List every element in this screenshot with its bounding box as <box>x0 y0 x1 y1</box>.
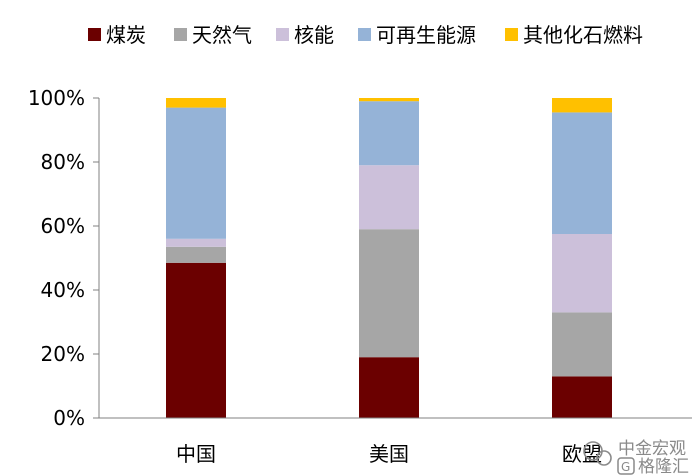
y-tick-label: 0% <box>53 406 85 430</box>
bar-segment <box>552 376 612 418</box>
legend-swatch <box>276 28 289 41</box>
bar-segment <box>166 107 226 239</box>
legend-item: 其他化石燃料 <box>505 23 643 47</box>
y-axis: 0% 20% 40% 60% 80% 100% <box>28 86 100 430</box>
bar-segment <box>552 312 612 377</box>
y-tick-label: 80% <box>41 150 85 174</box>
bar-segment <box>359 229 419 358</box>
legend-label: 核能 <box>294 23 334 47</box>
watermark-line1: 中金宏观 <box>618 439 686 459</box>
legend-swatch <box>358 28 371 41</box>
bar-segment <box>166 98 226 108</box>
bar-segment <box>166 238 226 247</box>
y-tick-label: 40% <box>41 278 85 302</box>
legend-label: 煤炭 <box>106 23 146 47</box>
bar-segment <box>552 98 612 113</box>
legend-label: 可再生能源 <box>376 23 476 47</box>
bar-segment <box>166 262 226 418</box>
y-tick-label: 100% <box>28 86 85 110</box>
wechat-icon <box>583 441 612 466</box>
bar-segment <box>359 357 419 418</box>
bars <box>166 98 612 418</box>
legend-swatch <box>505 28 518 41</box>
y-tick-label: 20% <box>41 342 85 366</box>
x-tick-label: 欧盟 <box>562 442 602 466</box>
legend-label: 其他化石燃料 <box>523 23 643 47</box>
bar-segment <box>359 165 419 230</box>
x-tick-label: 中国 <box>176 442 216 466</box>
bar-segment <box>359 101 419 166</box>
legend-swatch <box>88 28 101 41</box>
svg-text:G: G <box>621 460 630 474</box>
watermark-line2: 格隆汇 <box>638 457 689 476</box>
bar-segment <box>552 112 612 234</box>
legend-item: 可再生能源 <box>358 23 476 47</box>
bar-segment <box>552 234 612 313</box>
bar-segment <box>359 98 419 102</box>
legend-item: 煤炭 <box>88 23 146 47</box>
bar-segment <box>166 246 226 263</box>
watermark: 中金宏观 G 格隆汇 <box>583 439 689 476</box>
legend-swatch <box>174 28 187 41</box>
legend: 煤炭 天然气 核能 可再生能源 其他化石燃料 <box>88 23 643 47</box>
logo-icon: G <box>617 457 635 475</box>
legend-label: 天然气 <box>192 23 252 47</box>
x-tick-label: 美国 <box>369 442 409 466</box>
legend-item: 天然气 <box>174 23 252 47</box>
legend-item: 核能 <box>276 23 334 47</box>
x-axis: 中国 美国 欧盟 <box>99 417 692 466</box>
y-tick-label: 60% <box>41 214 85 238</box>
